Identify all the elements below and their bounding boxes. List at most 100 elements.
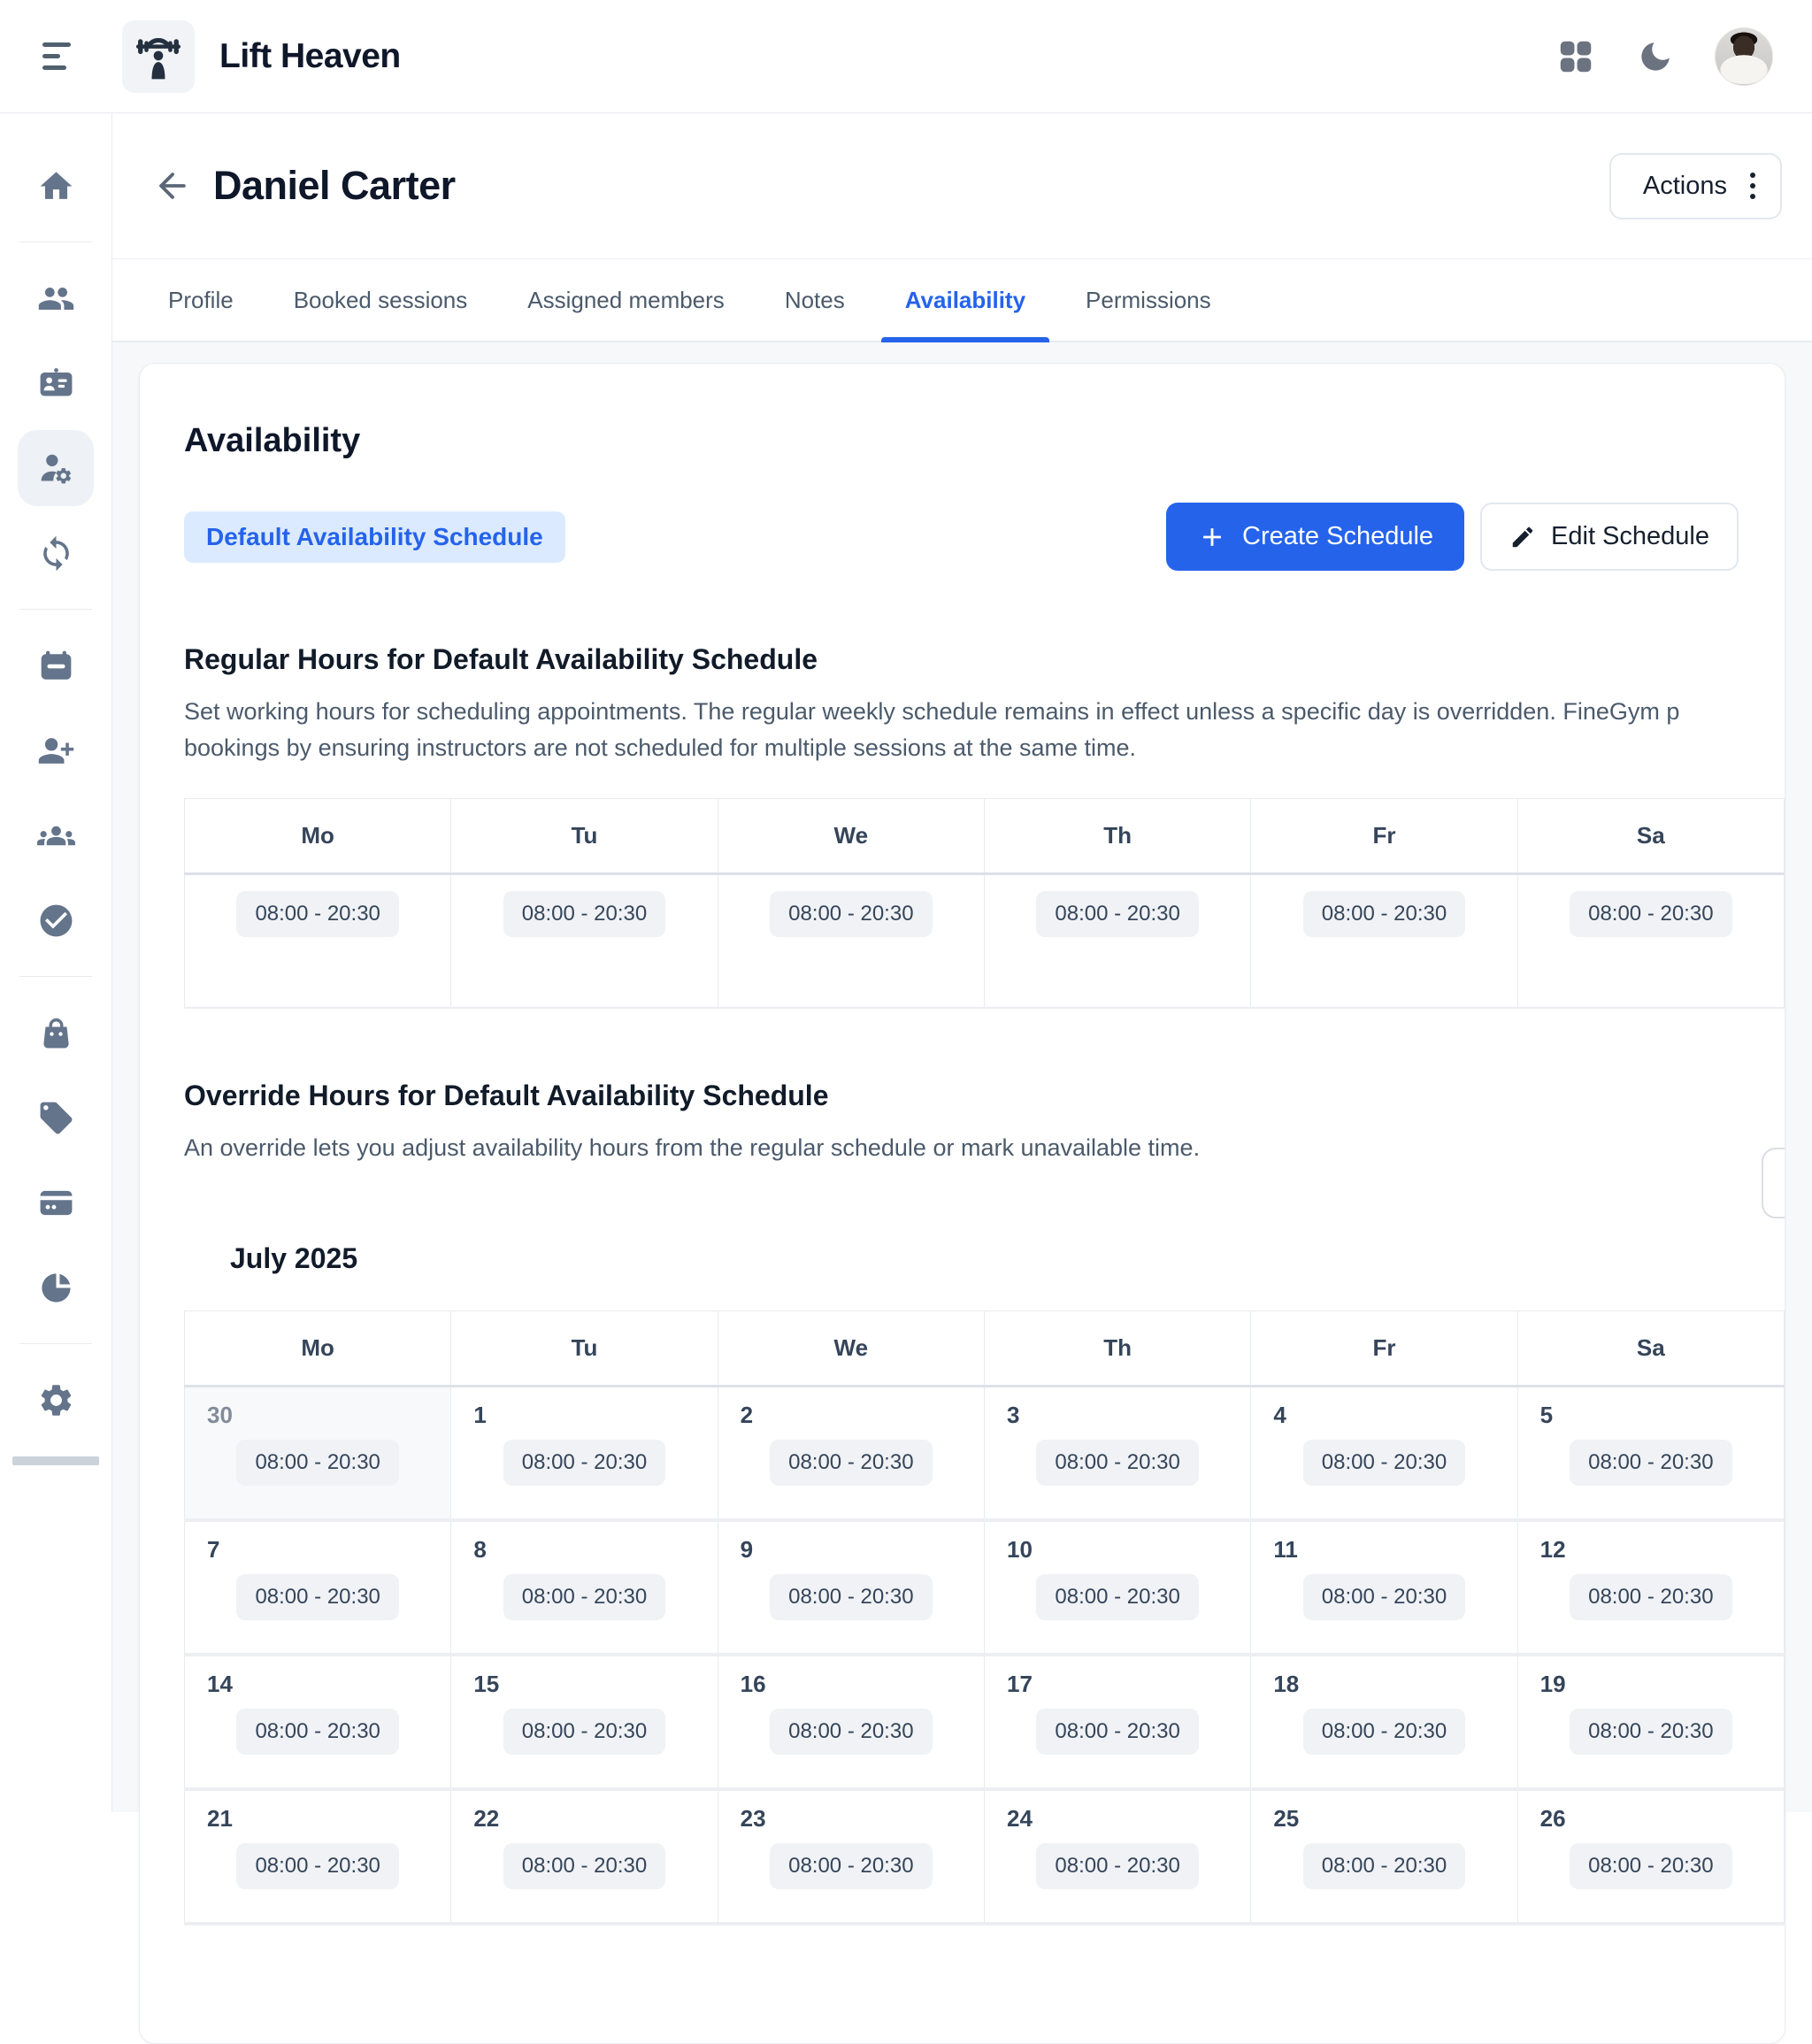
sidebar-item-attendance[interactable]: [18, 882, 94, 958]
day-number: 14: [207, 1671, 233, 1697]
day-number: 2: [740, 1401, 754, 1428]
calendar-day-cell[interactable]: 23 08:00 - 20:30: [717, 1789, 985, 1925]
sidebar-scrollbar-thumb[interactable]: [12, 1456, 99, 1465]
create-schedule-label: Create Schedule: [1242, 522, 1434, 550]
time-range-pill: 08:00 - 20:30: [770, 1843, 933, 1889]
calendar-day-cell[interactable]: 30 08:00 - 20:30: [183, 1386, 452, 1522]
time-range-pill: 08:00 - 20:30: [770, 1574, 933, 1620]
home-icon: [40, 171, 72, 199]
calendar-day-cell[interactable]: 3 08:00 - 20:30: [983, 1386, 1252, 1522]
calendar-day-cell[interactable]: 26 08:00 - 20:30: [1516, 1789, 1785, 1925]
calendar-day-cell[interactable]: 21 08:00 - 20:30: [183, 1789, 452, 1925]
sidebar-item-sync[interactable]: [18, 515, 94, 591]
calendar-day-cell[interactable]: 19 08:00 - 20:30: [1516, 1655, 1785, 1791]
calendar-day-cell[interactable]: 11 08:00 - 20:30: [1250, 1520, 1518, 1656]
calendar-day-cell[interactable]: 10 08:00 - 20:30: [983, 1520, 1252, 1656]
day-number: 10: [1006, 1536, 1033, 1563]
day-number: 9: [740, 1536, 754, 1563]
pencil-icon: [1512, 526, 1533, 547]
back-button[interactable]: [151, 165, 194, 207]
calendar-day-cell[interactable]: 17 08:00 - 20:30: [983, 1655, 1252, 1791]
sidebar-item-reports[interactable]: [18, 1249, 94, 1326]
day-number: 3: [1006, 1401, 1020, 1428]
credit-card-icon: [40, 1190, 72, 1215]
sidebar-item-billing[interactable]: [18, 1164, 94, 1241]
regular-hours-heading: Regular Hours for Default Availability S…: [184, 643, 818, 675]
edit-schedule-button[interactable]: Edit Schedule: [1480, 503, 1739, 571]
calendar-day-cell[interactable]: 22 08:00 - 20:30: [450, 1789, 718, 1925]
time-range-pill: 08:00 - 20:30: [1036, 1843, 1199, 1889]
app-header: Lift Heaven: [0, 0, 1812, 113]
sidebar-item-members[interactable]: [18, 260, 94, 336]
weekday-header: Mo: [183, 798, 452, 875]
create-schedule-button[interactable]: Create Schedule: [1166, 503, 1465, 571]
id-card-icon: [40, 367, 72, 396]
calendar-day-cell[interactable]: 4 08:00 - 20:30: [1250, 1386, 1518, 1522]
barbell-logo: [122, 19, 195, 93]
weekday-header: Sa: [1516, 1310, 1785, 1387]
weekday-header: We: [717, 1310, 985, 1387]
plus-icon: [1203, 527, 1221, 546]
tab-notes[interactable]: Notes: [784, 286, 845, 313]
calendar-day-cell[interactable]: 25 08:00 - 20:30: [1250, 1789, 1518, 1925]
tab-availability[interactable]: Availability: [880, 259, 1050, 342]
day-number: 30: [207, 1401, 233, 1428]
calendar-day-cell[interactable]: 15 08:00 - 20:30: [450, 1655, 718, 1791]
edit-schedule-label: Edit Schedule: [1551, 522, 1709, 550]
weekday-header: Fr: [1250, 798, 1518, 875]
time-range-pill: 08:00 - 20:30: [1036, 1709, 1199, 1755]
tab-permissions[interactable]: Permissions: [1086, 286, 1211, 313]
time-range-pill: 08:00 - 20:30: [503, 1574, 666, 1620]
calendar-day-cell[interactable]: 7 08:00 - 20:30: [183, 1520, 452, 1656]
calendar-day-cell[interactable]: 9 08:00 - 20:30: [717, 1520, 985, 1656]
calendar-day-cell[interactable]: 5 08:00 - 20:30: [1516, 1386, 1785, 1522]
calendar-day-cell[interactable]: 1 08:00 - 20:30: [450, 1386, 718, 1522]
moon-icon[interactable]: [1637, 38, 1674, 75]
calendar-day-cell[interactable]: 14 08:00 - 20:30: [183, 1655, 452, 1791]
calendar-day-cell[interactable]: 8 08:00 - 20:30: [450, 1520, 718, 1656]
time-range-pill: 08:00 - 20:30: [1570, 1574, 1732, 1620]
users-icon: [38, 287, 73, 310]
calendar-day-cell[interactable]: 24 08:00 - 20:30: [983, 1789, 1252, 1925]
tab-assigned-members[interactable]: Assigned members: [527, 286, 725, 313]
calendar-day-cell[interactable]: 16 08:00 - 20:30: [717, 1655, 985, 1791]
schedule-chip[interactable]: Default Availability Schedule: [184, 511, 565, 563]
sidebar-item-groups[interactable]: [18, 797, 94, 873]
sidebar-item-pricing[interactable]: [18, 1080, 94, 1156]
calendar-day-cell[interactable]: 18 08:00 - 20:30: [1250, 1655, 1518, 1791]
tab-booked-sessions[interactable]: Booked sessions: [293, 286, 468, 313]
sidebar-item-calendar[interactable]: [18, 627, 94, 703]
hamburger-menu-icon[interactable]: [42, 42, 71, 70]
sidebar-divider: [19, 976, 92, 977]
tab-profile[interactable]: Profile: [168, 286, 234, 313]
time-range-pill: 08:00 - 20:30: [1036, 891, 1199, 937]
calendar-day-cell[interactable]: 2 08:00 - 20:30: [717, 1386, 985, 1522]
page-header: Daniel Carter Actions: [112, 113, 1812, 259]
sidebar-item-staff-card[interactable]: [18, 345, 94, 421]
apps-grid-icon[interactable]: [1555, 36, 1596, 77]
time-range-pill: 08:00 - 20:30: [1302, 891, 1466, 937]
user-avatar[interactable]: [1715, 27, 1773, 86]
time-range-pill: 08:00 - 20:30: [503, 1709, 666, 1755]
calendar-week-row: 30 08:00 - 20:30 1 08:00 - 20:30 2 08:00…: [183, 1386, 1785, 1522]
content-area: Availability Default Availability Schedu…: [112, 342, 1812, 2044]
sidebar-item-settings[interactable]: [18, 1362, 94, 1438]
sidebar-item-home[interactable]: [18, 148, 94, 224]
weekday-header: Mo: [183, 1310, 452, 1387]
arrow-left-icon: [159, 173, 186, 199]
override-hours-heading: Override Hours for Default Availability …: [184, 1079, 829, 1111]
time-range-pill: 08:00 - 20:30: [236, 1574, 399, 1620]
schedule-toolbar: Default Availability Schedule Create Sch…: [184, 503, 1739, 571]
sidebar-item-shop[interactable]: [18, 995, 94, 1071]
regular-hours-description-line2: bookings by ensuring instructors are not…: [184, 734, 1137, 761]
time-range-pill: 08:00 - 20:30: [1570, 1709, 1732, 1755]
pie-chart-icon: [41, 1272, 71, 1302]
day-number: 12: [1539, 1536, 1566, 1563]
app-title: Lift Heaven: [219, 36, 401, 75]
calendar-nav-button-clipped[interactable]: [1762, 1148, 1785, 1218]
sidebar-item-trainers[interactable]: [18, 430, 94, 506]
day-number: 17: [1006, 1671, 1033, 1697]
sidebar-item-add-member[interactable]: [18, 712, 94, 788]
calendar-day-cell[interactable]: 12 08:00 - 20:30: [1516, 1520, 1785, 1656]
actions-button[interactable]: Actions: [1609, 152, 1782, 219]
